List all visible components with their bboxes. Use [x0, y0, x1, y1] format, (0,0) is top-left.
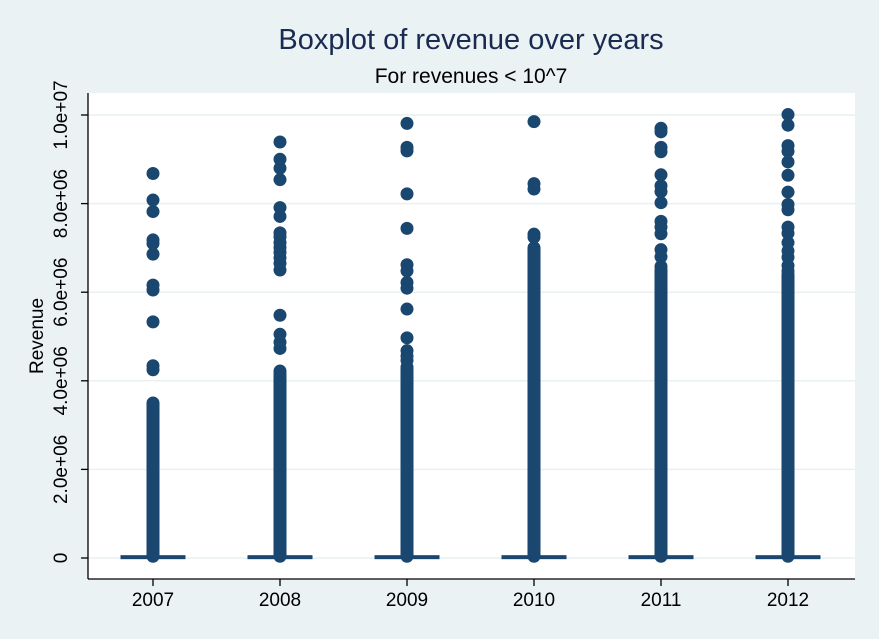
outlier-point — [273, 341, 287, 355]
outlier-point — [400, 116, 414, 130]
outlier-point — [781, 155, 795, 169]
outlier-point — [273, 263, 287, 277]
chart-subtitle: For revenues < 10^7 — [375, 65, 568, 88]
outlier-point — [527, 115, 541, 129]
outlier-point — [654, 125, 668, 139]
axes — [87, 93, 855, 580]
outlier-point — [146, 283, 160, 297]
outlier-point — [781, 168, 795, 182]
outlier-point — [654, 168, 668, 182]
outlier-point — [400, 331, 414, 345]
y-tick-label: 8.0e+06 — [51, 169, 72, 238]
x-ticks: 2007 2008 2009 2010 2011 2012 — [132, 579, 809, 611]
outlier-point — [146, 363, 160, 377]
plot-area — [88, 93, 855, 579]
outlier-point — [400, 144, 414, 158]
y-tick-label: 1.0e+07 — [51, 80, 72, 149]
outlier-point — [781, 264, 795, 278]
outlier-point — [400, 221, 414, 235]
outlier-point — [273, 135, 287, 149]
outlier-point — [400, 302, 414, 316]
outlier-point — [273, 161, 287, 175]
x-tick-label: 2009 — [386, 590, 428, 611]
outlier-point — [654, 260, 668, 274]
y-ticks: 0 2.0e+06 4.0e+06 6.0e+06 8.0e+06 1.0e+07 — [51, 80, 88, 563]
outlier-point — [273, 209, 287, 223]
outlier-point — [146, 166, 160, 180]
outlier-point — [273, 308, 287, 322]
outlier-point — [654, 250, 668, 264]
outlier-point — [781, 226, 795, 240]
outlier-point — [654, 145, 668, 159]
outlier-point — [400, 187, 414, 201]
outlier-point — [400, 281, 414, 295]
x-tick-label: 2007 — [132, 590, 174, 611]
y-tick-label: 2.0e+06 — [51, 435, 72, 504]
gridlines — [88, 114, 855, 559]
outlier-point — [781, 203, 795, 217]
chart-title: Boxplot of revenue over years — [278, 24, 663, 56]
x-tick-label: 2008 — [259, 590, 301, 611]
y-axis-title: Revenue — [27, 298, 48, 374]
outlier-point — [273, 173, 287, 187]
y-tick-label: 0 — [51, 553, 72, 564]
outlier-point — [781, 118, 795, 132]
outlier-point — [146, 236, 160, 250]
outlier-point — [146, 205, 160, 219]
y-tick-label: 4.0e+06 — [51, 346, 72, 415]
outlier-point — [146, 247, 160, 261]
outlier-point — [781, 185, 795, 199]
outlier-point — [527, 182, 541, 196]
outlier-point — [146, 315, 160, 329]
y-tick-label: 6.0e+06 — [51, 258, 72, 327]
outlier-point — [781, 108, 795, 122]
outlier-point — [400, 264, 414, 278]
x-tick-label: 2011 — [641, 590, 682, 611]
outlier-point — [146, 193, 160, 207]
data-marks — [120, 108, 821, 563]
outlier-point — [781, 144, 795, 158]
outlier-point — [654, 185, 668, 199]
x-tick-label: 2012 — [767, 590, 809, 611]
outlier-point — [654, 227, 668, 241]
outlier-point — [527, 230, 541, 244]
outlier-point — [654, 196, 668, 210]
outlier-point — [400, 360, 414, 374]
x-tick-label: 2010 — [513, 590, 555, 611]
outlier-point — [273, 364, 287, 378]
